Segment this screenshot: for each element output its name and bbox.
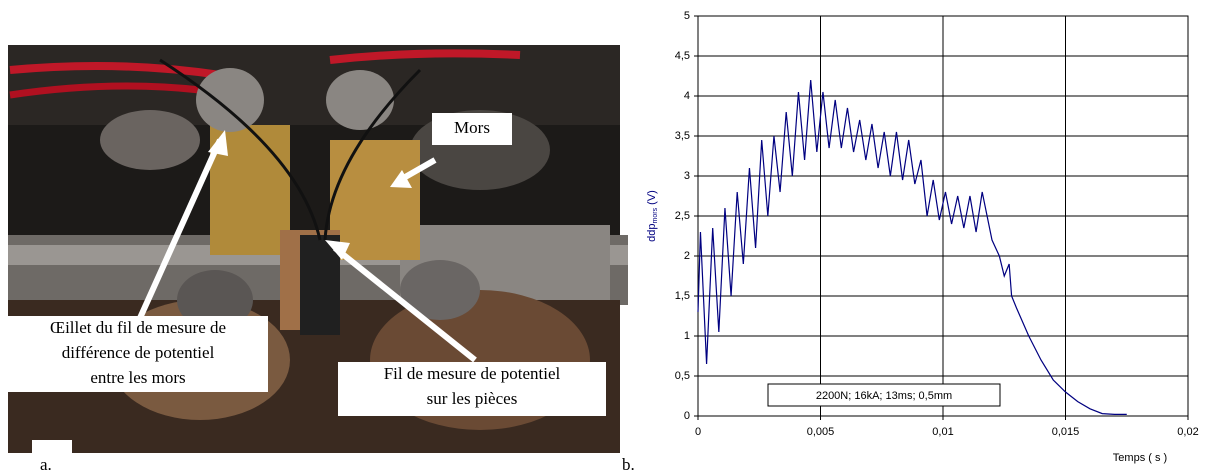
y-tick-label: 3 [684, 170, 690, 182]
y-axis-label-part: mors [652, 207, 659, 223]
y-tick-label: 4,5 [675, 50, 690, 62]
x-tick-label: 0,02 [1177, 426, 1198, 438]
x-tick-label: 0 [695, 426, 701, 438]
y-tick-label: 0,5 [675, 370, 690, 382]
photo-annotation: Mors [454, 118, 490, 137]
photo-annotation: Fil de mesure de potentiel [384, 364, 561, 383]
y-tick-label: 3,5 [675, 130, 690, 142]
data-line [697, 79, 1127, 415]
photo-annotation: Œillet du fil de mesure de [50, 318, 226, 337]
annotation: 2200N; 16kA; 13ms; 0,5mm [816, 390, 952, 402]
y-tick-label: 4 [684, 90, 690, 102]
y-axis-label-part: ddp [646, 223, 658, 241]
y-tick-label: 2 [684, 250, 690, 262]
y-tick-label: 2,5 [675, 210, 690, 222]
photo-annotation: entre les mors [90, 368, 185, 387]
plot-frame [697, 15, 1189, 417]
y-tick-label: 0 [684, 410, 690, 422]
y-tick-label: 1 [684, 330, 690, 342]
annotation-box [767, 383, 1001, 407]
photo-annotation: différence de potentiel [62, 343, 215, 362]
photo-annotation: sur les pièces [427, 389, 518, 408]
x-tick-label: 0,015 [1052, 426, 1080, 438]
x-axis-label: Temps ( s ) [1113, 452, 1167, 464]
y-axis-label-part: (V) [646, 190, 658, 208]
y-tick-label: 1,5 [675, 290, 690, 302]
y-tick-label: 5 [684, 10, 690, 22]
photo [8, 45, 628, 453]
panel-label: a. [40, 455, 52, 474]
x-tick-label: 0,005 [807, 426, 835, 438]
x-tick-label: 0,01 [932, 426, 953, 438]
y-axis-label: ddpmors (V) [646, 190, 659, 242]
panel-label: b. [622, 455, 635, 474]
